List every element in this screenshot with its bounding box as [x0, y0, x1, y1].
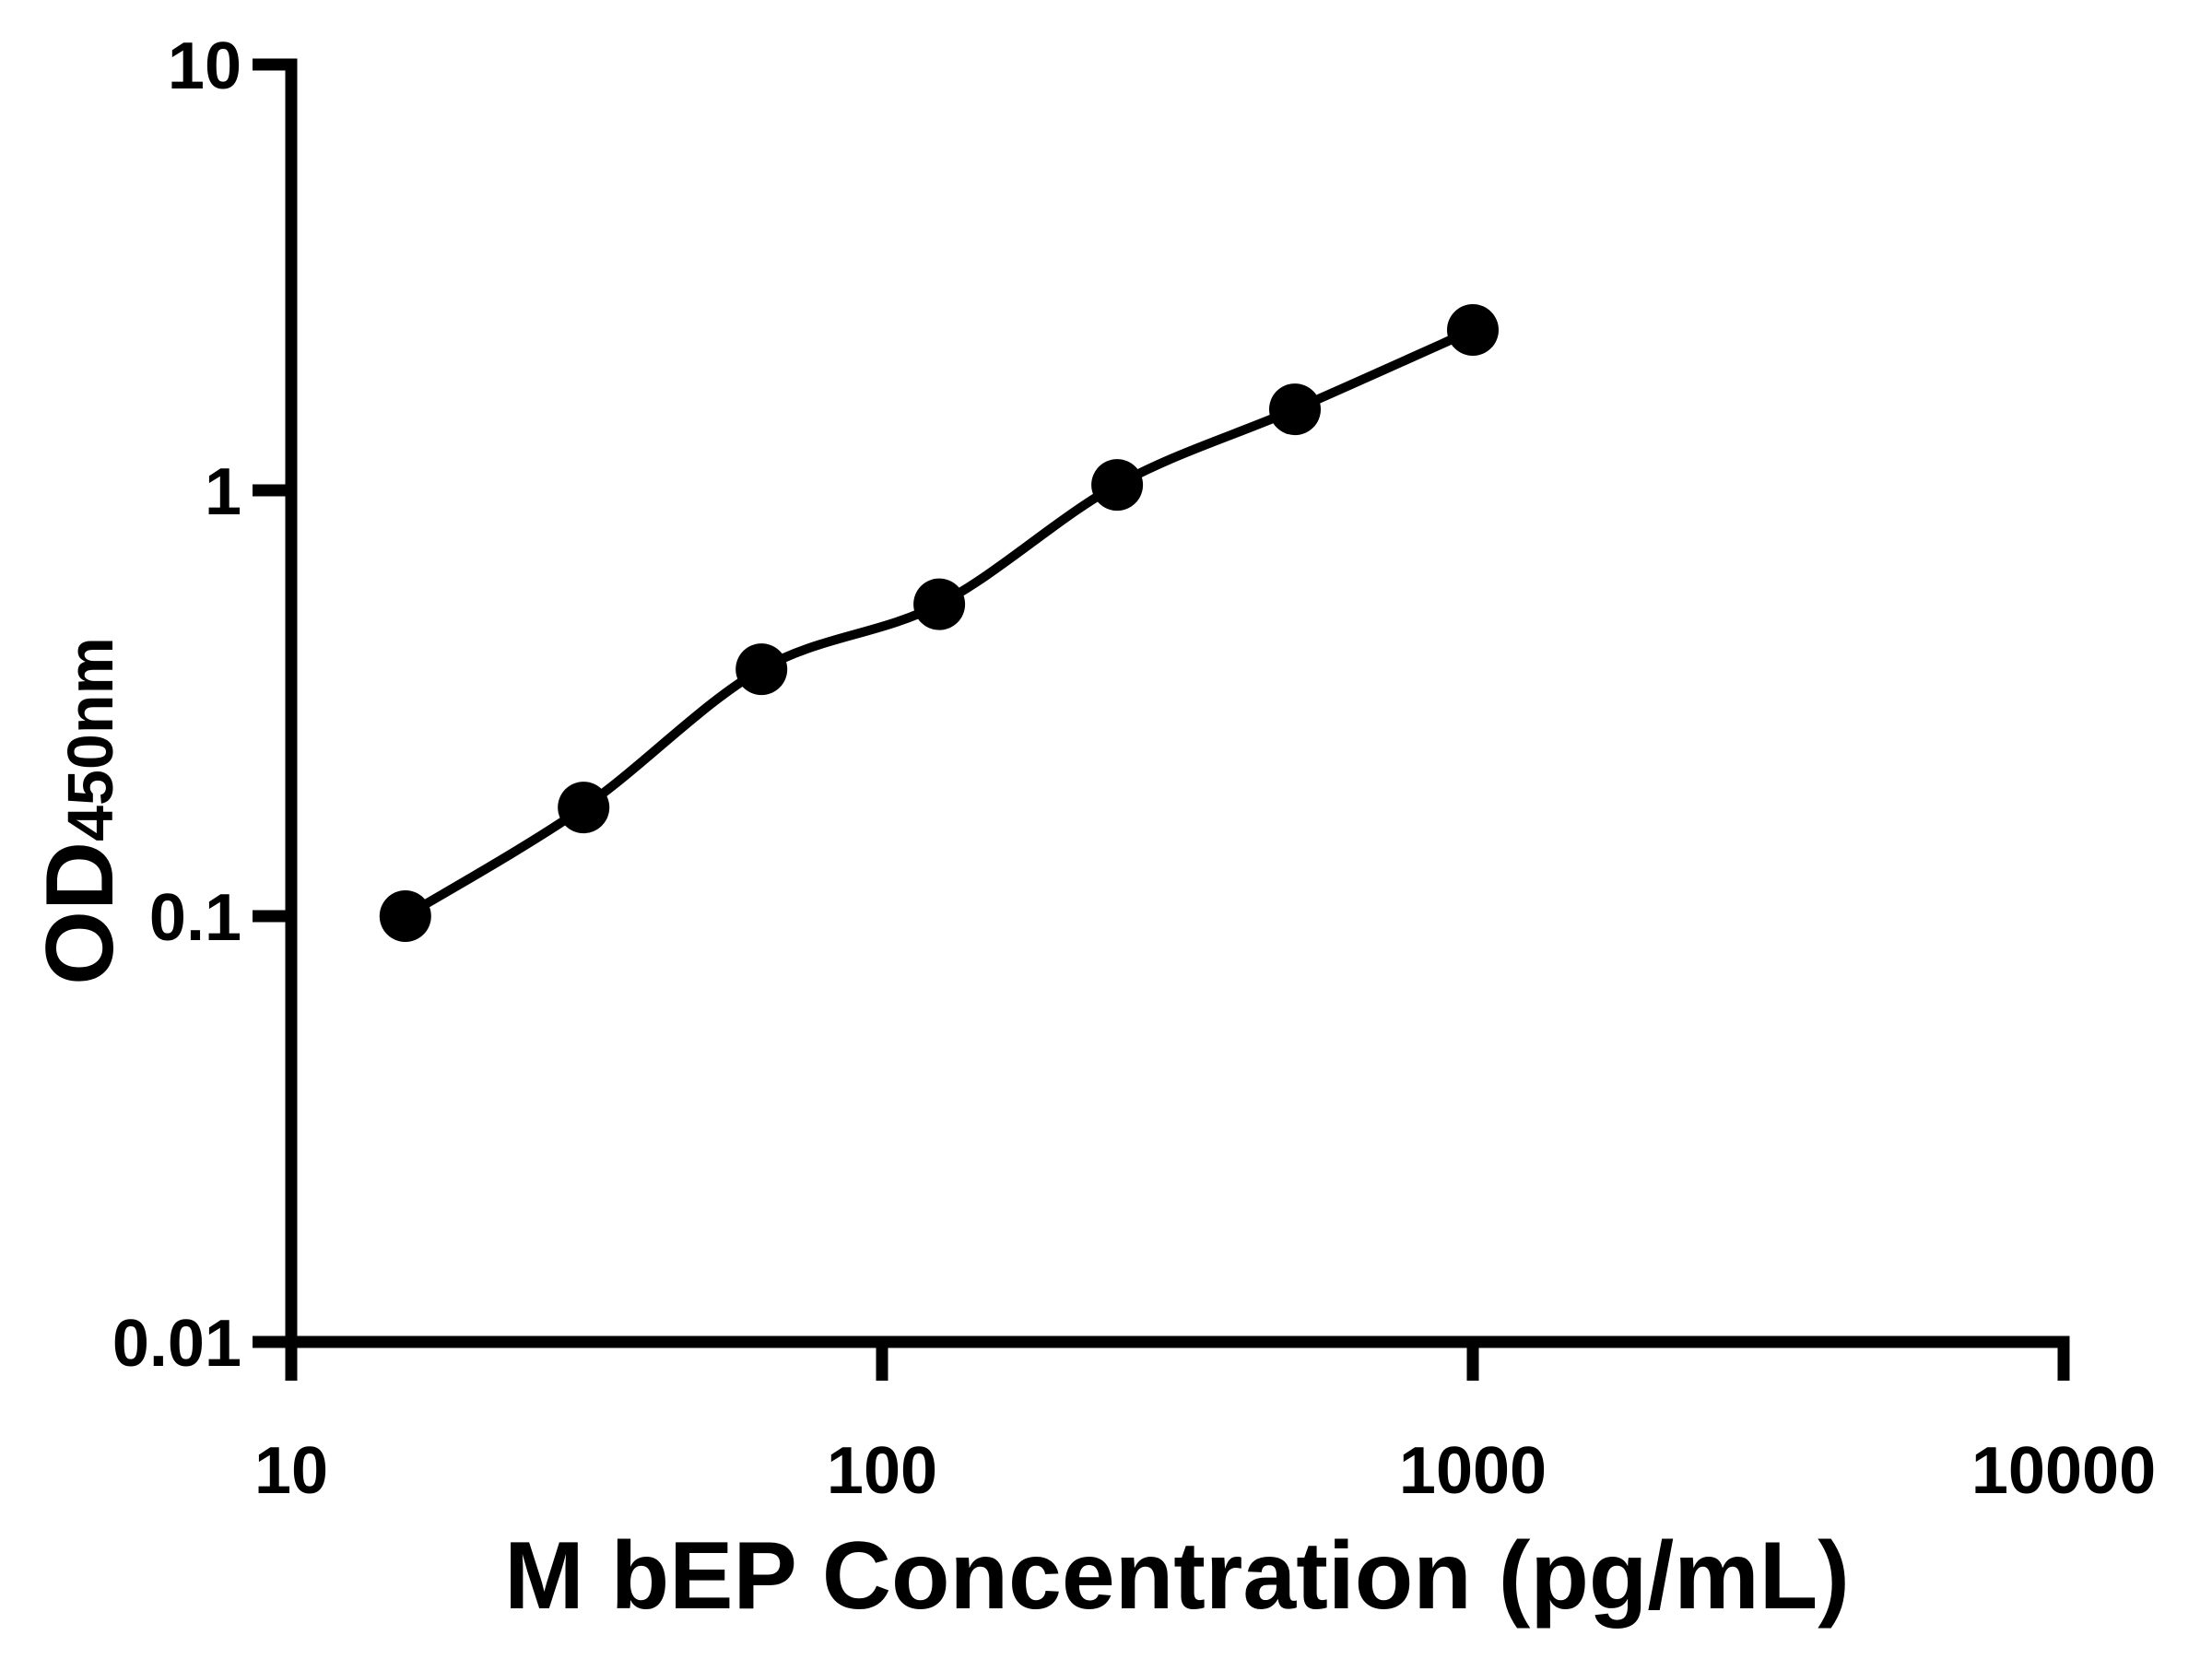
data-point: [558, 782, 610, 834]
axis-tick-labels: 10 100 1000 10000 10 1 0.1 0.01: [112, 29, 2156, 1508]
data-point: [913, 578, 966, 630]
data-point: [1269, 383, 1321, 436]
y-tick-label: 0.01: [112, 1307, 241, 1381]
x-tick-label: 10000: [1971, 1434, 2156, 1508]
y-axis-title: OD450nm: [27, 637, 134, 985]
axis-ticks: [253, 58, 2070, 1381]
x-tick-label: 1000: [1399, 1434, 1547, 1508]
y-tick-label: 0.1: [149, 881, 241, 955]
axes: [285, 58, 2070, 1381]
data-point: [1447, 304, 1499, 356]
x-tick-label: 10: [254, 1434, 328, 1508]
y-axis-title-subscript: 450nm: [54, 637, 126, 841]
y-tick-label: 10: [168, 29, 241, 103]
data-point: [1091, 459, 1144, 512]
data-point: [735, 643, 788, 696]
x-axis-title: M bEP Concentration (pg/mL): [504, 1523, 1850, 1630]
x-tick-label: 100: [827, 1434, 937, 1508]
data-series: [379, 304, 1499, 942]
y-axis-title-main: OD: [27, 841, 134, 985]
y-tick-label: 1: [205, 455, 241, 529]
data-point: [379, 890, 431, 942]
